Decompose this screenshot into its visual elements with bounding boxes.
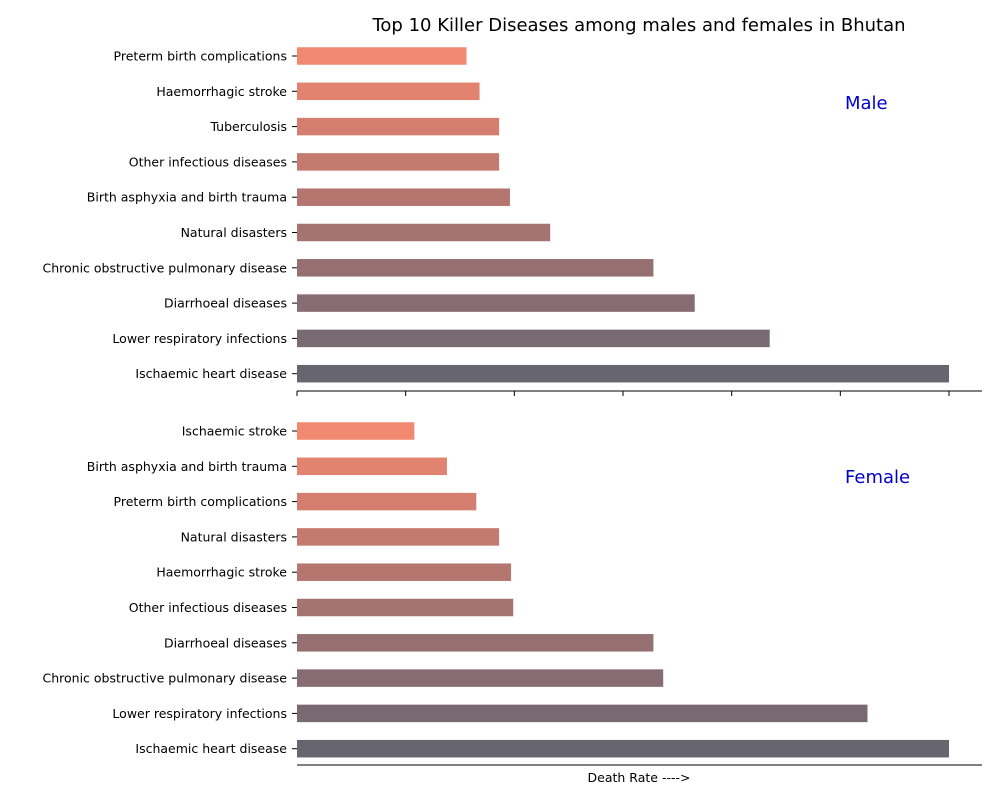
y-tick-label: Tuberculosis bbox=[209, 119, 287, 134]
bar bbox=[297, 528, 500, 546]
y-tick-label: Ischaemic heart disease bbox=[135, 366, 287, 381]
bar bbox=[297, 259, 654, 277]
bar bbox=[297, 82, 480, 101]
y-tick-label: Chronic obstructive pulmonary disease bbox=[43, 671, 288, 686]
y-tick-label: Ischaemic heart disease bbox=[135, 741, 287, 756]
y-tick-label: Chronic obstructive pulmonary disease bbox=[43, 260, 288, 275]
y-tick-label: Diarrhoeal diseases bbox=[164, 296, 287, 311]
chart-title: Top 10 Killer Diseases among males and f… bbox=[371, 15, 905, 36]
bar bbox=[297, 563, 512, 581]
y-tick-label: Birth asphyxia and birth trauma bbox=[87, 190, 287, 205]
y-tick-label: Haemorrhagic stroke bbox=[156, 565, 287, 580]
panel-label: Female bbox=[845, 467, 910, 488]
bar bbox=[297, 223, 551, 242]
bar bbox=[297, 422, 415, 440]
panel-male: Preterm birth complications Haemorrhagic … bbox=[43, 47, 982, 396]
y-tick-label: Lower respiratory infections bbox=[112, 331, 287, 346]
bar bbox=[297, 153, 500, 171]
bar bbox=[297, 47, 467, 65]
y-tick-label: Other infectious diseases bbox=[129, 154, 287, 169]
bar bbox=[297, 704, 868, 723]
bar bbox=[297, 598, 514, 617]
bar bbox=[297, 634, 654, 652]
bar bbox=[297, 294, 695, 312]
chart-panels: Preterm birth complications Haemorrhagic … bbox=[43, 47, 982, 766]
bar bbox=[297, 492, 477, 511]
bar bbox=[297, 457, 447, 476]
y-tick-label: Natural disasters bbox=[181, 529, 287, 544]
x-axis-label: Death Rate ----> bbox=[588, 770, 691, 785]
y-tick-label: Preterm birth complications bbox=[114, 494, 287, 509]
y-tick-label: Ischaemic stroke bbox=[182, 424, 288, 439]
y-tick-label: Haemorrhagic stroke bbox=[156, 84, 287, 99]
bar bbox=[297, 669, 664, 687]
y-tick-label: Preterm birth complications bbox=[114, 49, 287, 64]
panel-female: Ischaemic stroke Birth asphyxia and birth… bbox=[43, 422, 982, 766]
y-tick-label: Birth asphyxia and birth trauma bbox=[87, 459, 287, 474]
y-tick-label: Lower respiratory infections bbox=[112, 706, 287, 721]
y-tick-label: Other infectious diseases bbox=[129, 600, 287, 615]
bar bbox=[297, 117, 500, 136]
bar bbox=[297, 188, 510, 206]
y-tick-label: Diarrhoeal diseases bbox=[164, 635, 287, 650]
bar bbox=[297, 739, 949, 758]
y-tick-label: Natural disasters bbox=[181, 225, 287, 240]
bar bbox=[297, 329, 770, 348]
panel-label: Male bbox=[845, 93, 888, 114]
bar bbox=[297, 364, 949, 383]
